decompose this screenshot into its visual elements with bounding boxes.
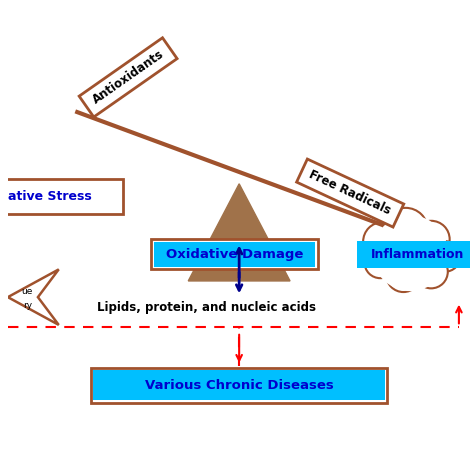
Bar [93,370,385,401]
Circle shape [383,208,428,252]
Circle shape [430,241,460,272]
Polygon shape [8,269,59,325]
Circle shape [373,215,448,291]
Bar [357,241,474,268]
Text: Antioxidants: Antioxidants [90,48,166,107]
Circle shape [413,221,450,258]
Text: ative Stress: ative Stress [8,190,91,203]
Polygon shape [79,38,177,117]
Circle shape [386,258,420,292]
Text: Free Radicals: Free Radicals [307,168,393,218]
Text: Inflammation: Inflammation [371,248,464,261]
Circle shape [414,255,448,288]
Text: Lipids, protein, and nucleic acids: Lipids, protein, and nucleic acids [97,301,316,314]
Circle shape [365,246,396,278]
Bar [91,368,387,402]
Bar [154,242,316,267]
Circle shape [363,222,402,261]
Text: Various Chronic Diseases: Various Chronic Diseases [145,379,334,392]
Polygon shape [297,159,404,227]
Text: Oxidative Damage: Oxidative Damage [166,248,303,261]
Bar [0,179,124,214]
Text: ry: ry [23,301,32,310]
Polygon shape [188,184,290,281]
Text: ue: ue [22,287,33,296]
Bar [151,239,318,269]
